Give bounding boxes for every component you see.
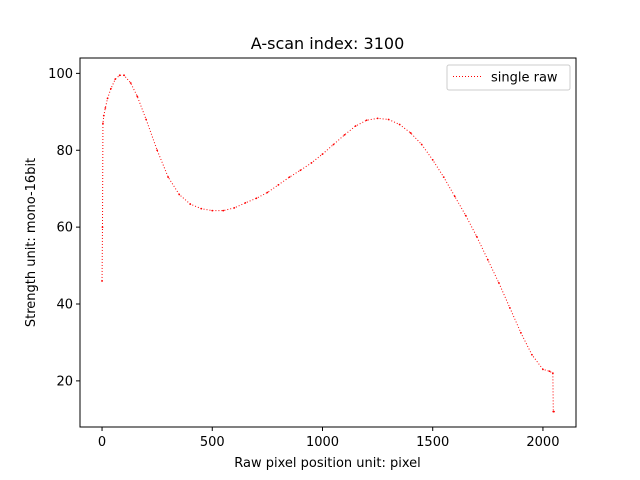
data-point — [453, 195, 456, 198]
legend-box — [446, 64, 571, 91]
data-point — [266, 191, 269, 194]
data-point — [409, 132, 412, 134]
data-point — [365, 119, 368, 122]
data-point — [431, 158, 434, 161]
data-point — [310, 162, 313, 164]
data-point — [553, 410, 555, 413]
data-point — [288, 176, 291, 179]
x-tick-label: 0 — [98, 435, 106, 450]
data-point — [102, 122, 104, 125]
data-point — [101, 280, 103, 282]
y-tick-label: 100 — [48, 67, 73, 82]
data-point — [420, 143, 423, 146]
data-point — [387, 118, 390, 121]
x-tick-label: 1500 — [416, 435, 449, 450]
legend: single raw — [446, 64, 571, 91]
data-point — [343, 133, 346, 136]
x-tick-label: 1000 — [306, 435, 339, 450]
y-tick-label: 80 — [56, 144, 73, 159]
data-point — [145, 118, 148, 121]
y-axis-ticks: 20 40 60 80 100 — [48, 67, 80, 389]
data-point — [321, 153, 324, 155]
chart-title: A-scan index: 3100 — [251, 34, 405, 53]
data-point — [475, 235, 478, 238]
series-line-0 — [101, 74, 554, 413]
data-point — [156, 149, 159, 152]
series-layer — [101, 74, 555, 413]
data-point — [109, 87, 112, 90]
y-tick-label: 20 — [56, 374, 73, 389]
data-point — [548, 370, 551, 373]
data-point — [118, 74, 121, 77]
data-point — [114, 78, 117, 81]
data-point — [178, 193, 181, 196]
data-point — [376, 117, 379, 120]
data-point — [211, 209, 214, 212]
x-tick-label: 500 — [200, 435, 225, 450]
data-point — [531, 353, 533, 356]
plot-frame — [79, 57, 577, 428]
data-point — [129, 82, 132, 84]
data-point — [123, 74, 125, 77]
data-point — [398, 123, 401, 126]
data-point — [222, 209, 225, 212]
data-point — [101, 226, 104, 229]
data-point — [442, 176, 445, 179]
data-point — [106, 97, 109, 100]
data-point — [104, 107, 107, 109]
x-tick-label: 2000 — [526, 435, 559, 450]
data-point — [519, 331, 522, 334]
x-axis-ticks: 0 500 1000 1500 2000 — [98, 427, 559, 450]
data-point — [244, 202, 247, 204]
data-point — [486, 258, 489, 261]
data-point — [200, 207, 203, 210]
data-point — [233, 207, 236, 209]
legend-entry-single-raw: single raw — [491, 71, 558, 86]
data-point — [277, 183, 280, 186]
data-point — [332, 143, 335, 146]
y-axis-label: Strength unit: mono-16bit — [24, 158, 39, 327]
x-axis-label: Raw pixel position unit: pixel — [234, 456, 420, 471]
data-point — [464, 214, 467, 217]
data-point — [189, 203, 192, 205]
y-tick-label: 60 — [56, 221, 73, 236]
data-point — [167, 176, 170, 179]
data-point — [136, 95, 139, 98]
data-point — [497, 281, 500, 284]
data-point — [542, 368, 544, 371]
data-point — [255, 197, 258, 200]
data-point — [299, 169, 302, 172]
data-point — [508, 306, 511, 309]
plot-area — [79, 57, 577, 428]
data-point — [551, 372, 554, 375]
y-tick-label: 40 — [56, 298, 73, 313]
data-point — [354, 125, 357, 127]
data-point — [102, 114, 105, 117]
